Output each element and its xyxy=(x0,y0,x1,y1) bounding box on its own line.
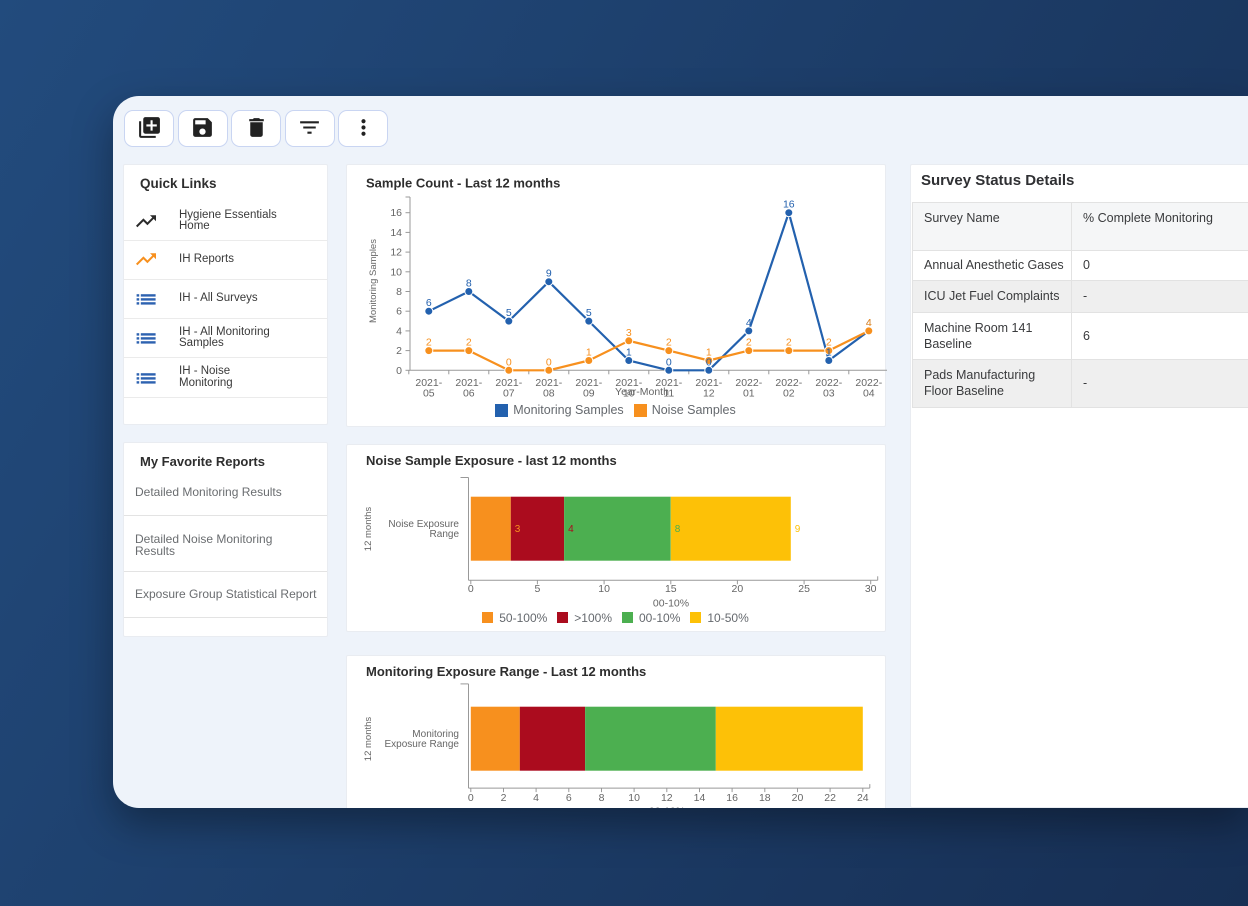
svg-text:Noise Sample Exposure - last 1: Noise Sample Exposure - last 12 months xyxy=(366,453,617,468)
svg-text:15: 15 xyxy=(664,583,676,595)
svg-text:10: 10 xyxy=(390,266,402,278)
svg-text:3: 3 xyxy=(625,327,631,339)
svg-text:16: 16 xyxy=(390,207,402,219)
svg-text:18: 18 xyxy=(758,792,770,804)
svg-text:9: 9 xyxy=(794,524,800,535)
svg-text:30: 30 xyxy=(864,583,876,595)
svg-text:3: 3 xyxy=(514,524,520,535)
svg-text:00-10%: 00-10% xyxy=(648,805,684,808)
svg-text:2021-: 2021- xyxy=(655,377,682,389)
svg-text:Noise Exposure: Noise Exposure xyxy=(388,519,459,530)
svg-text:1: 1 xyxy=(625,347,631,359)
svg-text:05: 05 xyxy=(422,388,434,400)
svg-text:0: 0 xyxy=(665,356,671,368)
svg-text:12 months: 12 months xyxy=(363,716,374,761)
svg-text:Monitoring: Monitoring xyxy=(412,729,459,740)
svg-text:04: 04 xyxy=(862,388,874,400)
svg-text:2022-: 2022- xyxy=(815,377,842,389)
svg-text:00-10%: 00-10% xyxy=(652,597,688,609)
svg-text:2: 2 xyxy=(425,337,431,349)
svg-text:16: 16 xyxy=(726,792,738,804)
svg-text:2022-: 2022- xyxy=(735,377,762,389)
svg-text:8: 8 xyxy=(465,278,471,290)
svg-text:5: 5 xyxy=(505,307,511,319)
svg-text:24: 24 xyxy=(856,792,868,804)
svg-text:10: 10 xyxy=(598,583,610,595)
svg-text:6: 6 xyxy=(396,306,402,318)
svg-text:10: 10 xyxy=(622,388,634,400)
svg-text:2021-: 2021- xyxy=(495,377,522,389)
svg-text:0: 0 xyxy=(545,356,551,368)
svg-text:2021-: 2021- xyxy=(575,377,602,389)
svg-text:22: 22 xyxy=(824,792,836,804)
svg-text:5: 5 xyxy=(585,307,591,319)
svg-text:Year-Month: Year-Month xyxy=(615,386,669,398)
svg-text:12 months: 12 months xyxy=(363,506,374,551)
svg-text:14: 14 xyxy=(390,227,402,239)
svg-text:Sample Count - Last 12 months: Sample Count - Last 12 months xyxy=(366,176,560,191)
svg-text:03: 03 xyxy=(822,388,834,400)
svg-text:12: 12 xyxy=(702,388,714,400)
svg-text:9: 9 xyxy=(545,268,551,280)
svg-text:02: 02 xyxy=(782,388,794,400)
svg-text:2021-: 2021- xyxy=(695,377,722,389)
svg-text:2: 2 xyxy=(665,337,671,349)
svg-text:2022-: 2022- xyxy=(775,377,802,389)
svg-text:12: 12 xyxy=(390,247,402,259)
svg-text:2: 2 xyxy=(465,337,471,349)
svg-text:5: 5 xyxy=(534,583,540,595)
svg-text:25: 25 xyxy=(798,583,810,595)
svg-text:6: 6 xyxy=(425,297,431,309)
svg-text:6: 6 xyxy=(565,792,571,804)
svg-text:0: 0 xyxy=(396,365,402,377)
svg-text:08: 08 xyxy=(542,388,554,400)
svg-text:8: 8 xyxy=(396,286,402,298)
svg-text:0: 0 xyxy=(705,356,711,368)
svg-text:4: 4 xyxy=(745,317,751,329)
svg-text:2: 2 xyxy=(785,337,791,349)
svg-text:0: 0 xyxy=(505,356,511,368)
svg-text:01: 01 xyxy=(742,388,754,400)
svg-text:1: 1 xyxy=(705,347,711,359)
svg-text:0: 0 xyxy=(467,583,473,595)
svg-text:09: 09 xyxy=(582,388,594,400)
svg-text:2: 2 xyxy=(745,337,751,349)
svg-text:14: 14 xyxy=(693,792,705,804)
svg-text:20: 20 xyxy=(791,792,803,804)
svg-text:11: 11 xyxy=(663,388,674,400)
svg-text:07: 07 xyxy=(502,388,514,400)
svg-text:4: 4 xyxy=(865,317,871,329)
svg-text:Exposure Range: Exposure Range xyxy=(384,739,459,750)
svg-text:4: 4 xyxy=(533,792,539,804)
svg-text:20: 20 xyxy=(731,583,743,595)
svg-text:2022-: 2022- xyxy=(855,377,882,389)
svg-text:4: 4 xyxy=(396,325,402,337)
svg-text:2: 2 xyxy=(500,792,506,804)
svg-text:2: 2 xyxy=(825,337,831,349)
svg-text:06: 06 xyxy=(462,388,474,400)
svg-text:Monitoring Exposure Range - La: Monitoring Exposure Range - Last 12 mont… xyxy=(366,664,646,679)
svg-text:1: 1 xyxy=(585,347,591,359)
svg-text:2021-: 2021- xyxy=(415,377,442,389)
svg-text:16: 16 xyxy=(782,199,794,211)
svg-text:Range: Range xyxy=(429,529,459,540)
svg-text:1: 1 xyxy=(825,347,831,359)
svg-text:2021-: 2021- xyxy=(615,377,642,389)
svg-text:4: 4 xyxy=(865,317,871,329)
svg-text:12: 12 xyxy=(660,792,672,804)
svg-text:10: 10 xyxy=(628,792,640,804)
svg-text:4: 4 xyxy=(568,524,574,535)
svg-text:2021-: 2021- xyxy=(535,377,562,389)
svg-text:2021-: 2021- xyxy=(455,377,482,389)
svg-text:8: 8 xyxy=(598,792,604,804)
svg-text:8: 8 xyxy=(674,524,680,535)
svg-text:Monitoring Samples: Monitoring Samples xyxy=(368,239,379,323)
svg-text:0: 0 xyxy=(467,792,473,804)
svg-text:2: 2 xyxy=(396,345,402,357)
